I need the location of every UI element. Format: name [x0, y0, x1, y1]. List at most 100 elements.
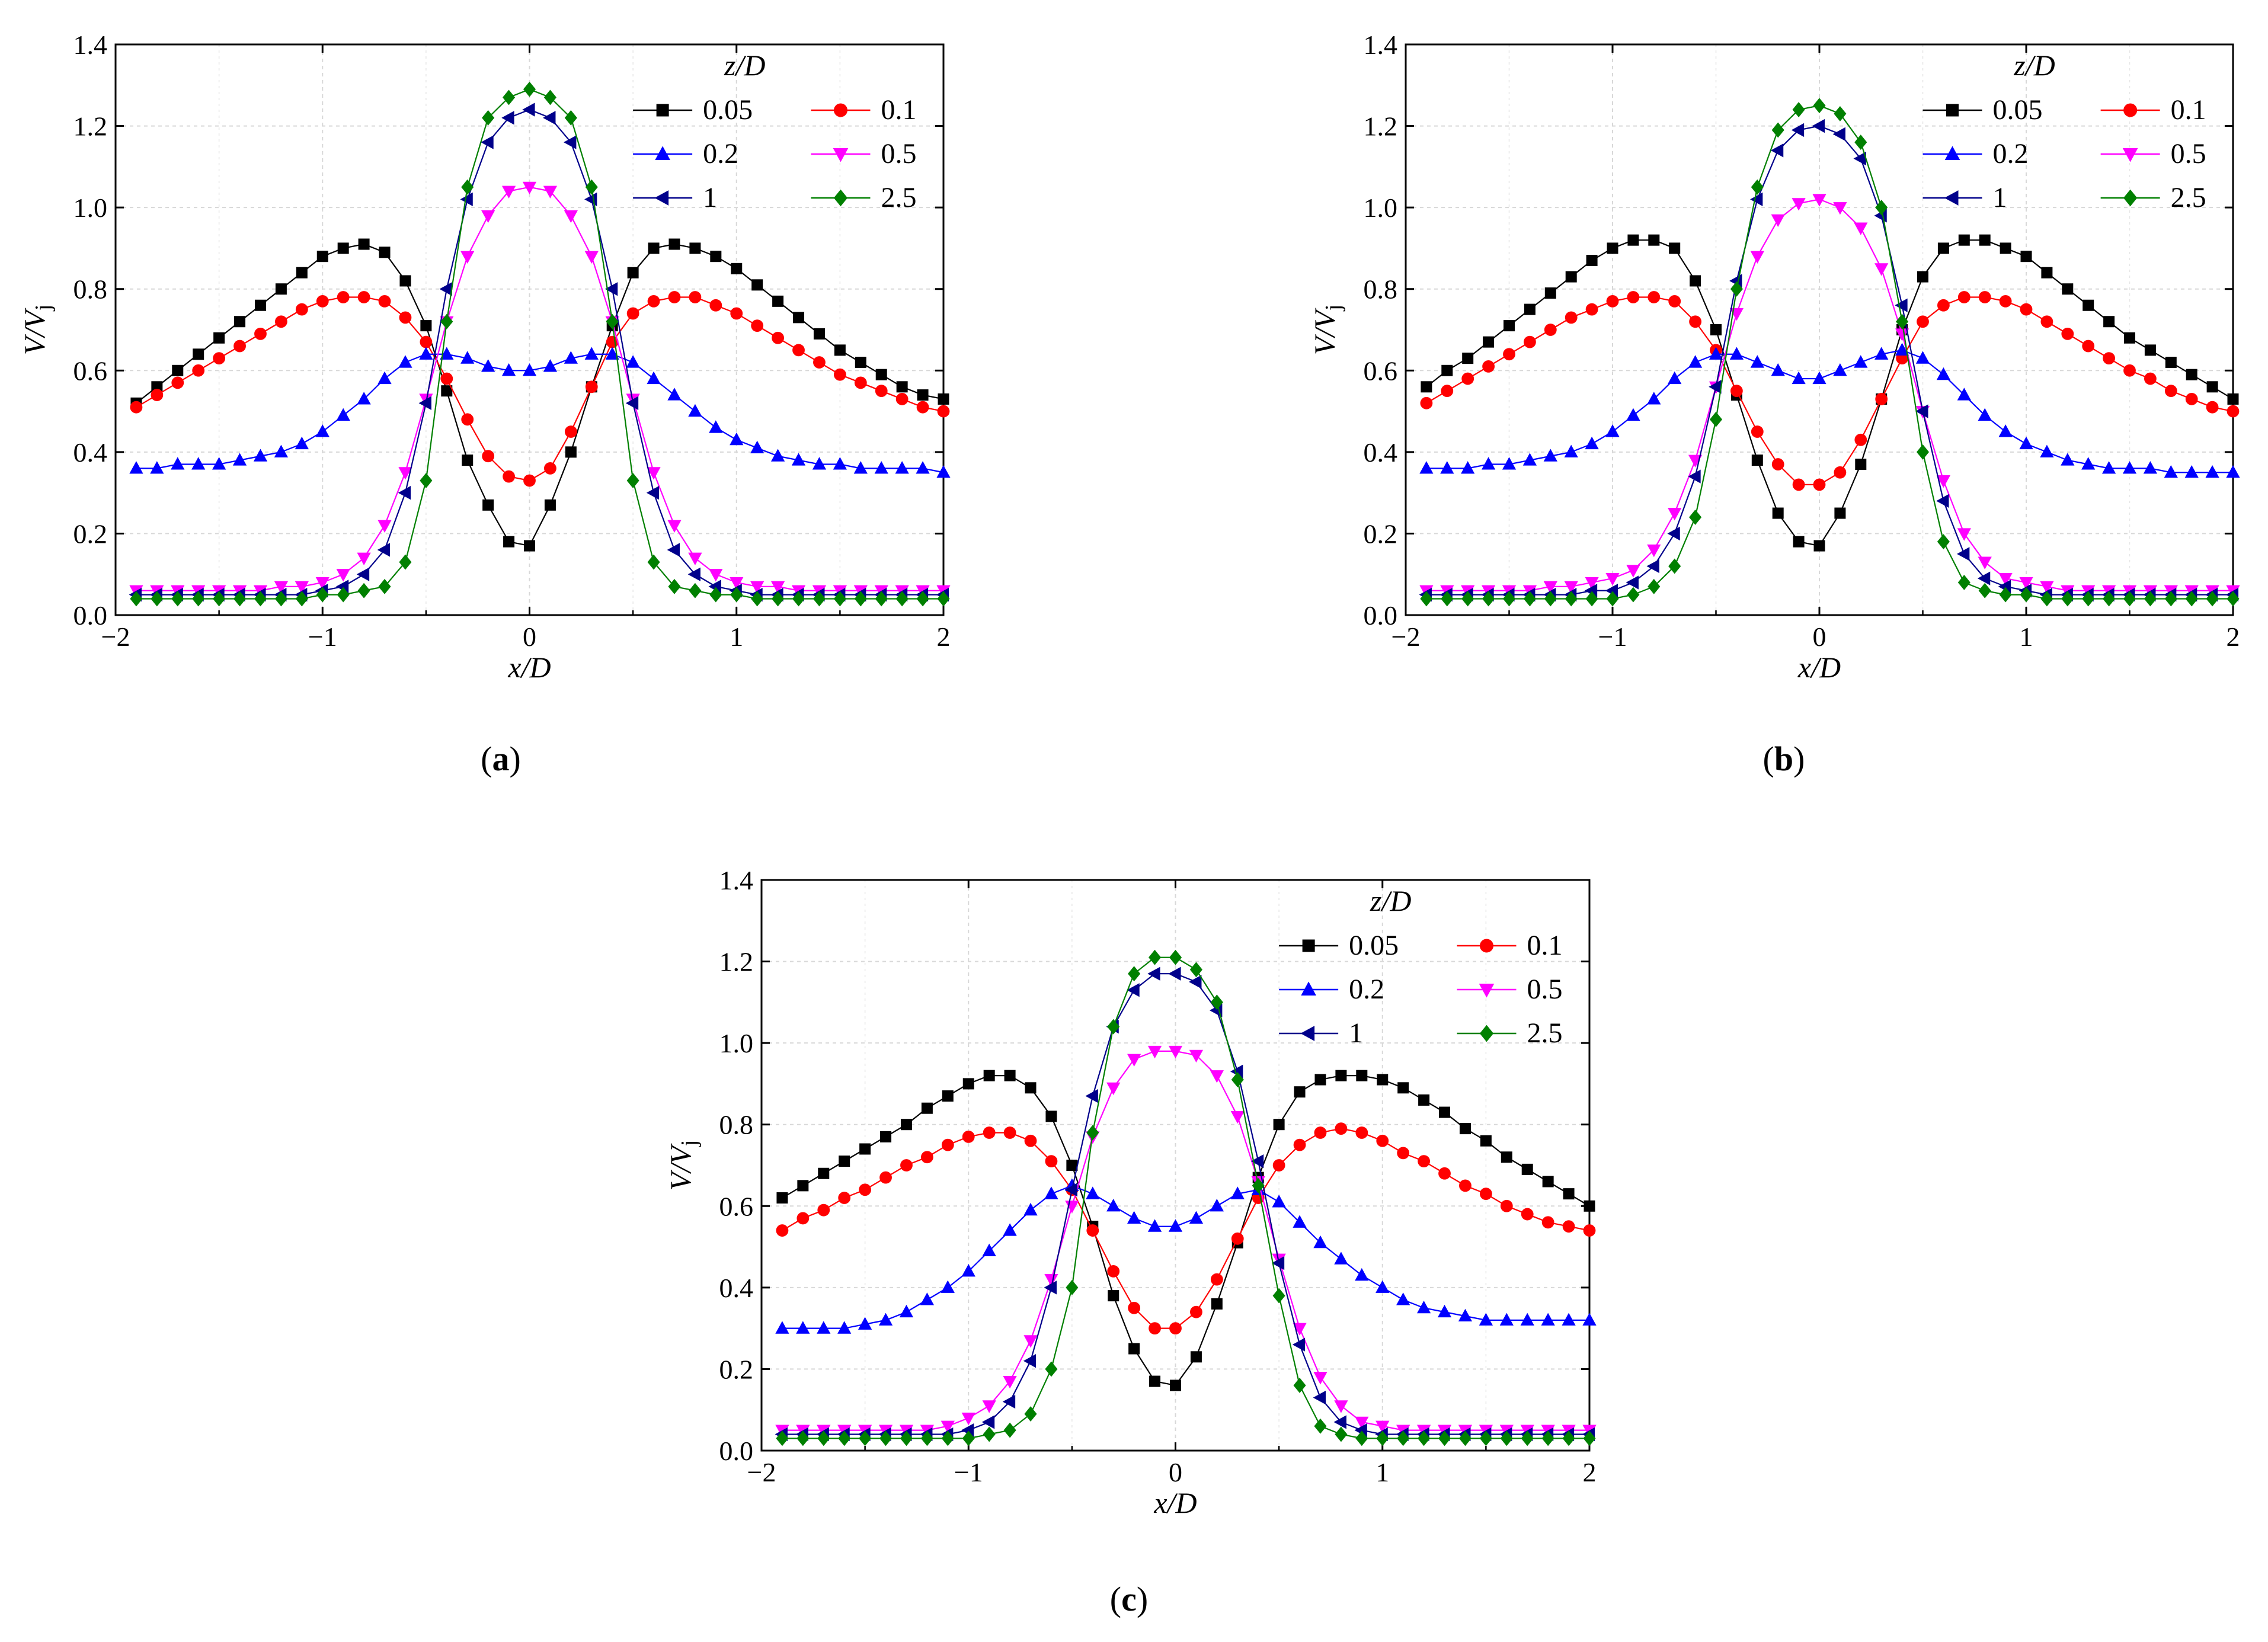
- data-point: [792, 591, 805, 607]
- data-point: [1169, 949, 1182, 965]
- data-point: [1334, 1251, 1348, 1265]
- data-point: [667, 520, 682, 533]
- series-1: [775, 966, 1595, 1442]
- data-point: [1957, 528, 1971, 541]
- data-point: [900, 1119, 912, 1131]
- data-point: [1586, 255, 1598, 267]
- data-point: [1462, 353, 1474, 364]
- data-point: [522, 363, 537, 376]
- series-line: [1426, 296, 2234, 485]
- data-point: [1607, 242, 1618, 254]
- ticks: −2 −1 0 1 2 0.0 0.2 0.4 0.6 0.8 1.0 1.2 1.4: [73, 30, 951, 652]
- legend-label: 0.05: [1993, 94, 2043, 126]
- data-point: [2081, 457, 2096, 470]
- data-point: [770, 449, 785, 462]
- data-point: [937, 405, 950, 418]
- data-point: [1149, 1375, 1161, 1387]
- data-point: [1874, 263, 1889, 276]
- data-point: [1937, 299, 1950, 312]
- data-point: [1957, 575, 1970, 590]
- data-point: [1024, 1406, 1037, 1422]
- data-point: [1874, 347, 1889, 360]
- data-point: [1437, 1304, 1452, 1318]
- data-point: [1375, 1420, 1390, 1434]
- series-2_5: [1420, 98, 2240, 607]
- data-point: [1313, 1390, 1326, 1405]
- data-point: [834, 344, 846, 356]
- data-point: [1937, 242, 1949, 254]
- data-point: [833, 368, 846, 381]
- data-point: [2206, 381, 2218, 393]
- data-point: [1397, 1430, 1410, 1446]
- data-point: [171, 376, 184, 389]
- y-tick-label: 0.4: [73, 437, 108, 468]
- data-point: [357, 392, 371, 405]
- data-point: [1710, 324, 1722, 335]
- data-point: [1396, 1292, 1410, 1305]
- data-point: [275, 315, 287, 328]
- data-point: [791, 453, 806, 466]
- data-point: [1895, 298, 1908, 312]
- data-point: [544, 462, 556, 475]
- data-point: [2020, 251, 2032, 263]
- data-point: [192, 591, 205, 607]
- data-point: [129, 461, 143, 474]
- data-point: [1190, 1305, 1202, 1318]
- data-point: [1501, 1151, 1512, 1163]
- data-point: [336, 408, 350, 421]
- data-point: [1168, 1219, 1183, 1232]
- legend-label: 0.2: [1993, 138, 2029, 169]
- data-point: [1439, 1106, 1451, 1118]
- data-point: [1957, 388, 1971, 401]
- data-point: [1128, 1343, 1140, 1355]
- data-point: [419, 347, 433, 360]
- series-0_05: [1421, 234, 2239, 552]
- series-line: [782, 1050, 1589, 1431]
- data-point: [1750, 355, 1764, 368]
- data-point: [1771, 214, 1785, 228]
- data-point: [813, 328, 825, 340]
- data-point: [921, 1102, 933, 1114]
- data-point: [1066, 1160, 1078, 1171]
- data-point: [212, 457, 226, 470]
- data-point: [501, 185, 516, 199]
- data-point: [378, 520, 392, 533]
- data-point: [2061, 327, 2074, 340]
- data-point: [896, 381, 908, 393]
- chart-panel-a: −2 −1 0 1 2 0.0 0.2 0.4 0.6 0.8 1.0 1.2 1.4 x/D V/Vj z/…: [18, 30, 951, 778]
- data-point: [337, 242, 349, 254]
- data-point: [254, 591, 267, 607]
- legend-title: z/D: [724, 49, 765, 82]
- data-point: [523, 81, 536, 97]
- data-point: [1149, 1322, 1161, 1335]
- x-tick-label: 1: [2020, 622, 2033, 652]
- data-point: [233, 340, 246, 353]
- legend-marker: [1300, 1026, 1315, 1041]
- y-tick-label: 0.4: [719, 1273, 754, 1303]
- data-point: [398, 355, 412, 368]
- data-point: [1813, 98, 1826, 114]
- data-point: [1500, 1430, 1513, 1446]
- panel-caption: (b): [1763, 740, 1805, 778]
- data-point: [895, 393, 909, 405]
- legend-label: 0.5: [881, 138, 916, 169]
- data-point: [853, 461, 868, 474]
- data-point: [1272, 1288, 1285, 1304]
- series-line: [136, 243, 944, 547]
- data-point: [584, 347, 599, 360]
- data-point: [1419, 461, 1434, 474]
- data-point: [689, 242, 701, 254]
- legend-label: 0.1: [1527, 930, 1562, 961]
- data-point: [1335, 1426, 1348, 1442]
- series-0_1: [1420, 291, 2240, 491]
- data-point: [1582, 1313, 1597, 1326]
- data-point: [895, 461, 909, 474]
- y-tick-label: 0.2: [73, 518, 108, 549]
- data-point: [1875, 393, 1888, 405]
- data-point: [1441, 385, 1454, 398]
- data-point: [1543, 449, 1557, 462]
- data-point: [1461, 372, 1474, 385]
- data-point: [962, 1430, 975, 1446]
- data-point: [337, 291, 350, 303]
- data-point: [772, 591, 785, 607]
